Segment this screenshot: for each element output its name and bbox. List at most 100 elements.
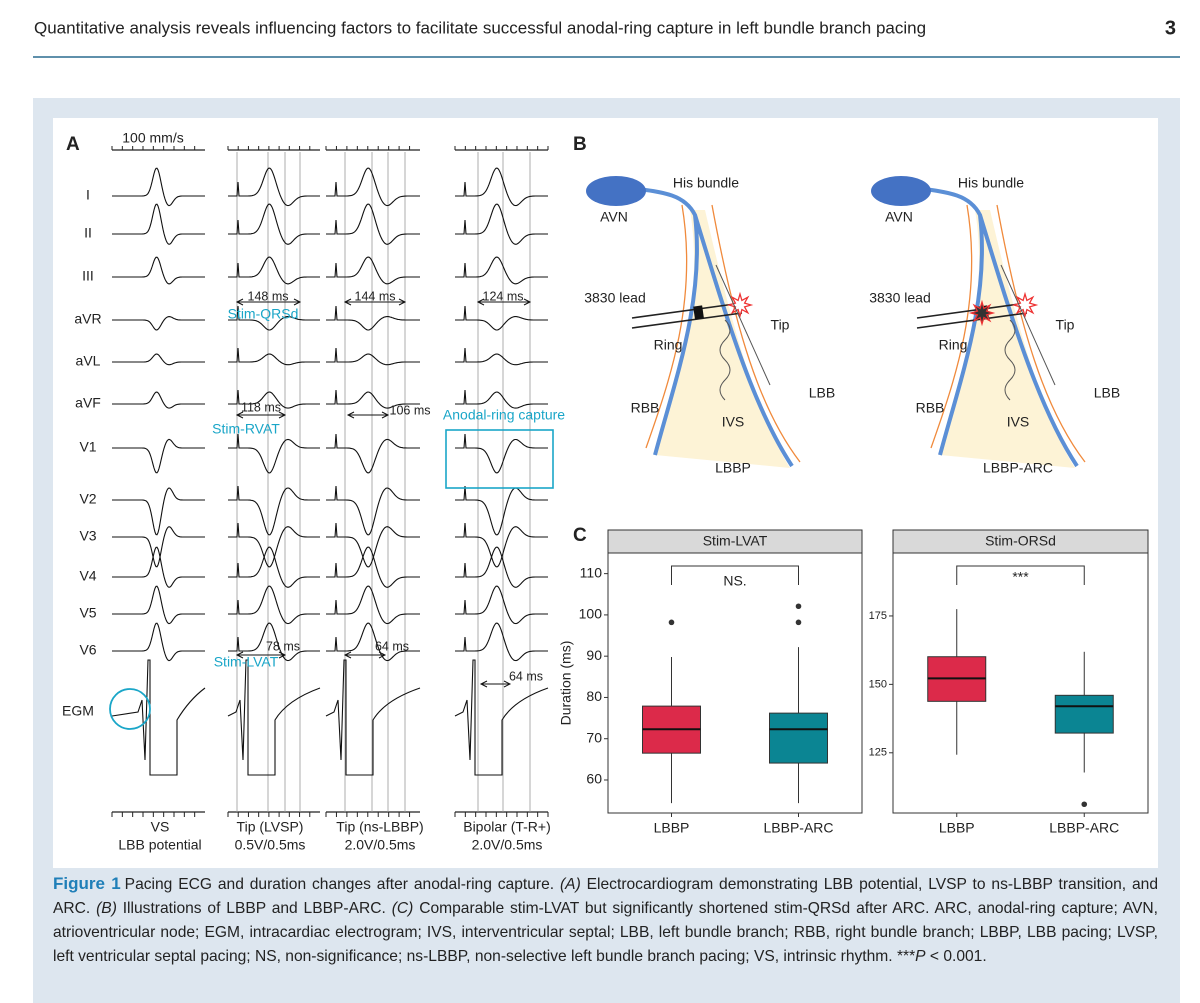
egm-trace [111, 659, 206, 776]
lead-label: aVR [74, 311, 101, 327]
ecg-trace [455, 256, 548, 285]
caption-text: Illustrations of LBBP and LBBP-ARC. [116, 900, 392, 917]
ecg-trace [326, 433, 420, 474]
significance-label: *** [1012, 569, 1029, 585]
x-tick-label: LBBP [654, 820, 690, 836]
activation-arrow [1000, 264, 1056, 386]
x-tick-label: LBBP-ARC [763, 820, 833, 836]
ecg-trace [326, 485, 420, 536]
column-setting: LBB potential [118, 837, 201, 853]
column-name: Tip (LVSP) [237, 819, 304, 835]
diagram-label: LBB [1094, 385, 1120, 401]
ecg-trace [112, 546, 205, 588]
ecg-trace [326, 622, 420, 662]
ecg-trace [326, 305, 420, 331]
ecg-trace [326, 522, 420, 568]
interval-value: 124 ms [483, 289, 524, 303]
ecg-trace [455, 485, 548, 536]
arrow-head [235, 298, 302, 306]
ecg-trace [228, 256, 320, 285]
column-name: Tip (ns-LBBP) [336, 819, 423, 835]
caption-text: P [915, 948, 926, 965]
arrow-head [479, 680, 512, 688]
panel-label: B [573, 134, 587, 155]
ecg-trace [228, 347, 320, 366]
ring-electrode [693, 305, 704, 320]
ecg-trace [455, 433, 548, 474]
ecg-trace [326, 256, 420, 285]
ecg-trace [455, 305, 548, 331]
arrow-head [235, 651, 287, 659]
ecg-trace [228, 585, 320, 625]
interval-value: 118 ms [241, 400, 281, 414]
y-tick-label: 125 [869, 747, 887, 759]
column-name: VS [151, 819, 170, 835]
ecg-trace [228, 389, 320, 409]
caption-text: Comparable stim-LVAT but significantly s… [53, 900, 1158, 965]
significance-bracket [671, 565, 799, 585]
lead-label: aVF [75, 395, 101, 411]
column-setting: 2.0V/0.5ms [472, 837, 543, 853]
outlier [795, 603, 802, 610]
diagram-label: Tip [1056, 317, 1075, 333]
ecg-trace [112, 203, 205, 245]
interval-value: 144 ms [355, 289, 396, 303]
ring-capture [968, 299, 996, 327]
panel-label: A [66, 134, 80, 155]
tip-capture [726, 291, 754, 319]
box [769, 712, 828, 764]
avn-node [586, 176, 646, 206]
ecg-trace [112, 585, 205, 625]
diagram-label: His bundle [673, 175, 739, 191]
tip-capture [1011, 291, 1039, 319]
ecg-trace [455, 522, 548, 568]
y-tick-label: 150 [869, 678, 887, 690]
interval-value: 64 ms [509, 669, 543, 683]
activation-arrow [715, 264, 771, 386]
facet-title: Stim-LVAT [703, 533, 768, 549]
ecg-trace [228, 167, 320, 207]
column-setting: 0.5V/0.5ms [235, 837, 306, 853]
ecg-trace [112, 487, 205, 536]
figure-content: A 100 mm/sIIIIIIaVRaVLaVFV1V2V3V4V5V6EGM1… [62, 130, 1149, 853]
lead-label: V1 [79, 439, 96, 455]
diagram-label: RBB [631, 400, 660, 416]
conduction-bundle [914, 186, 1079, 468]
interval-value: 148 ms [248, 289, 289, 303]
ecg-trace [455, 203, 548, 245]
egm-trace [325, 659, 421, 776]
diagram-label: His bundle [958, 175, 1024, 191]
figure-caption: Figure 1 Pacing ECG and duration changes … [53, 872, 1158, 969]
avn-node [871, 176, 931, 206]
ecg-trace [112, 526, 205, 568]
diagram-label: LBBP [715, 460, 751, 476]
endocardium [930, 204, 1086, 463]
lbb-potential-highlight [109, 688, 151, 730]
panel-label: C [573, 525, 587, 546]
egm-trace [454, 659, 549, 776]
caption-text: (C) [391, 900, 414, 917]
ecg-trace [455, 622, 548, 662]
lead-label: V4 [79, 568, 96, 584]
significance-label: NS. [723, 573, 746, 589]
column-setting: 2.0V/0.5ms [345, 837, 416, 853]
y-tick-label: 110 [580, 564, 603, 580]
interval-value: 64 ms [375, 639, 409, 653]
diagram-label: Ring [654, 337, 683, 353]
ecg-trace [326, 167, 420, 207]
plot-frame [892, 552, 1149, 814]
diagram-label: AVN [885, 209, 913, 225]
y-tick-label: 175 [869, 610, 887, 622]
lead-label: EGM [62, 703, 94, 719]
lead-label: V3 [79, 528, 96, 544]
arrow-head [346, 411, 390, 419]
x-tick-label: LBBP [939, 820, 975, 836]
ecg-trace [326, 389, 420, 409]
annotation: Stim-LVAT [214, 654, 279, 670]
diagram-label: IVS [722, 414, 745, 430]
caption-label: Figure 1 [53, 874, 121, 893]
ecg-trace [228, 305, 320, 331]
ecg-trace [326, 546, 420, 588]
